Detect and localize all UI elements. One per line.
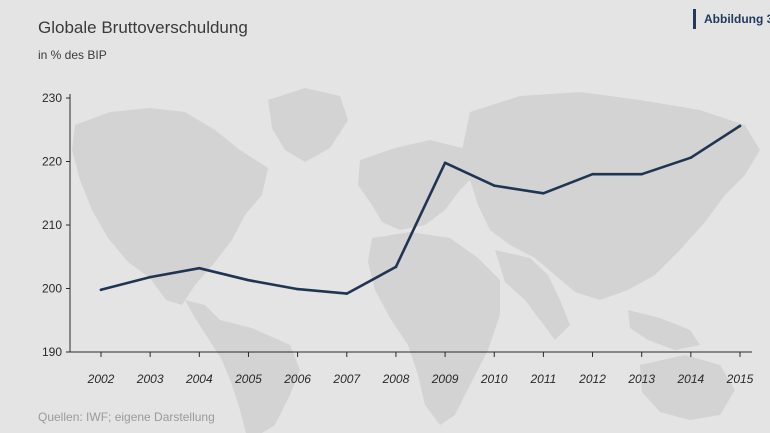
data-point	[345, 292, 349, 295]
x-tick-label: 2008	[382, 372, 410, 386]
data-point	[738, 124, 742, 128]
data-point	[492, 184, 496, 187]
data-point	[443, 161, 447, 165]
x-tick-label: 2015	[726, 372, 754, 386]
data-point	[99, 288, 103, 292]
x-tick-label: 2003	[136, 372, 164, 386]
data-point	[296, 287, 299, 291]
data-point	[198, 266, 201, 270]
y-tick-label: 220	[42, 155, 62, 169]
x-tick-label: 2012	[578, 372, 606, 386]
y-tick-label: 210	[42, 218, 62, 232]
data-point	[689, 156, 693, 159]
source-note: Quellen: IWF; eigene Darstellung	[38, 410, 215, 424]
x-tick-label: 2011	[529, 372, 556, 386]
x-tick-label: 2005	[234, 372, 262, 386]
x-tick-label: 2004	[185, 372, 213, 386]
figure-badge: Abbildung 3	[693, 9, 770, 29]
y-tick-label: 200	[42, 282, 62, 296]
y-tick-label: 230	[42, 91, 62, 105]
x-tick-label: 2010	[480, 372, 508, 386]
series-line	[99, 124, 742, 295]
chart-title: Globale Bruttoverschuldung	[38, 18, 248, 37]
x-tick-label: 2009	[431, 372, 459, 386]
x-tick-label: 2002	[87, 372, 115, 386]
x-tick-label: 2007	[332, 372, 361, 386]
y-tick-label: 190	[42, 345, 62, 359]
x-tick-label: 2006	[283, 372, 311, 386]
x-tick-label: 2014	[676, 372, 704, 386]
chart-subtitle: in % des BIP	[38, 48, 107, 62]
data-point	[640, 172, 643, 176]
data-point	[148, 275, 152, 279]
data-point	[394, 265, 398, 269]
data-point	[247, 278, 250, 282]
x-tick-label: 2013	[627, 372, 655, 386]
data-point	[591, 172, 594, 176]
data-point	[542, 191, 545, 195]
